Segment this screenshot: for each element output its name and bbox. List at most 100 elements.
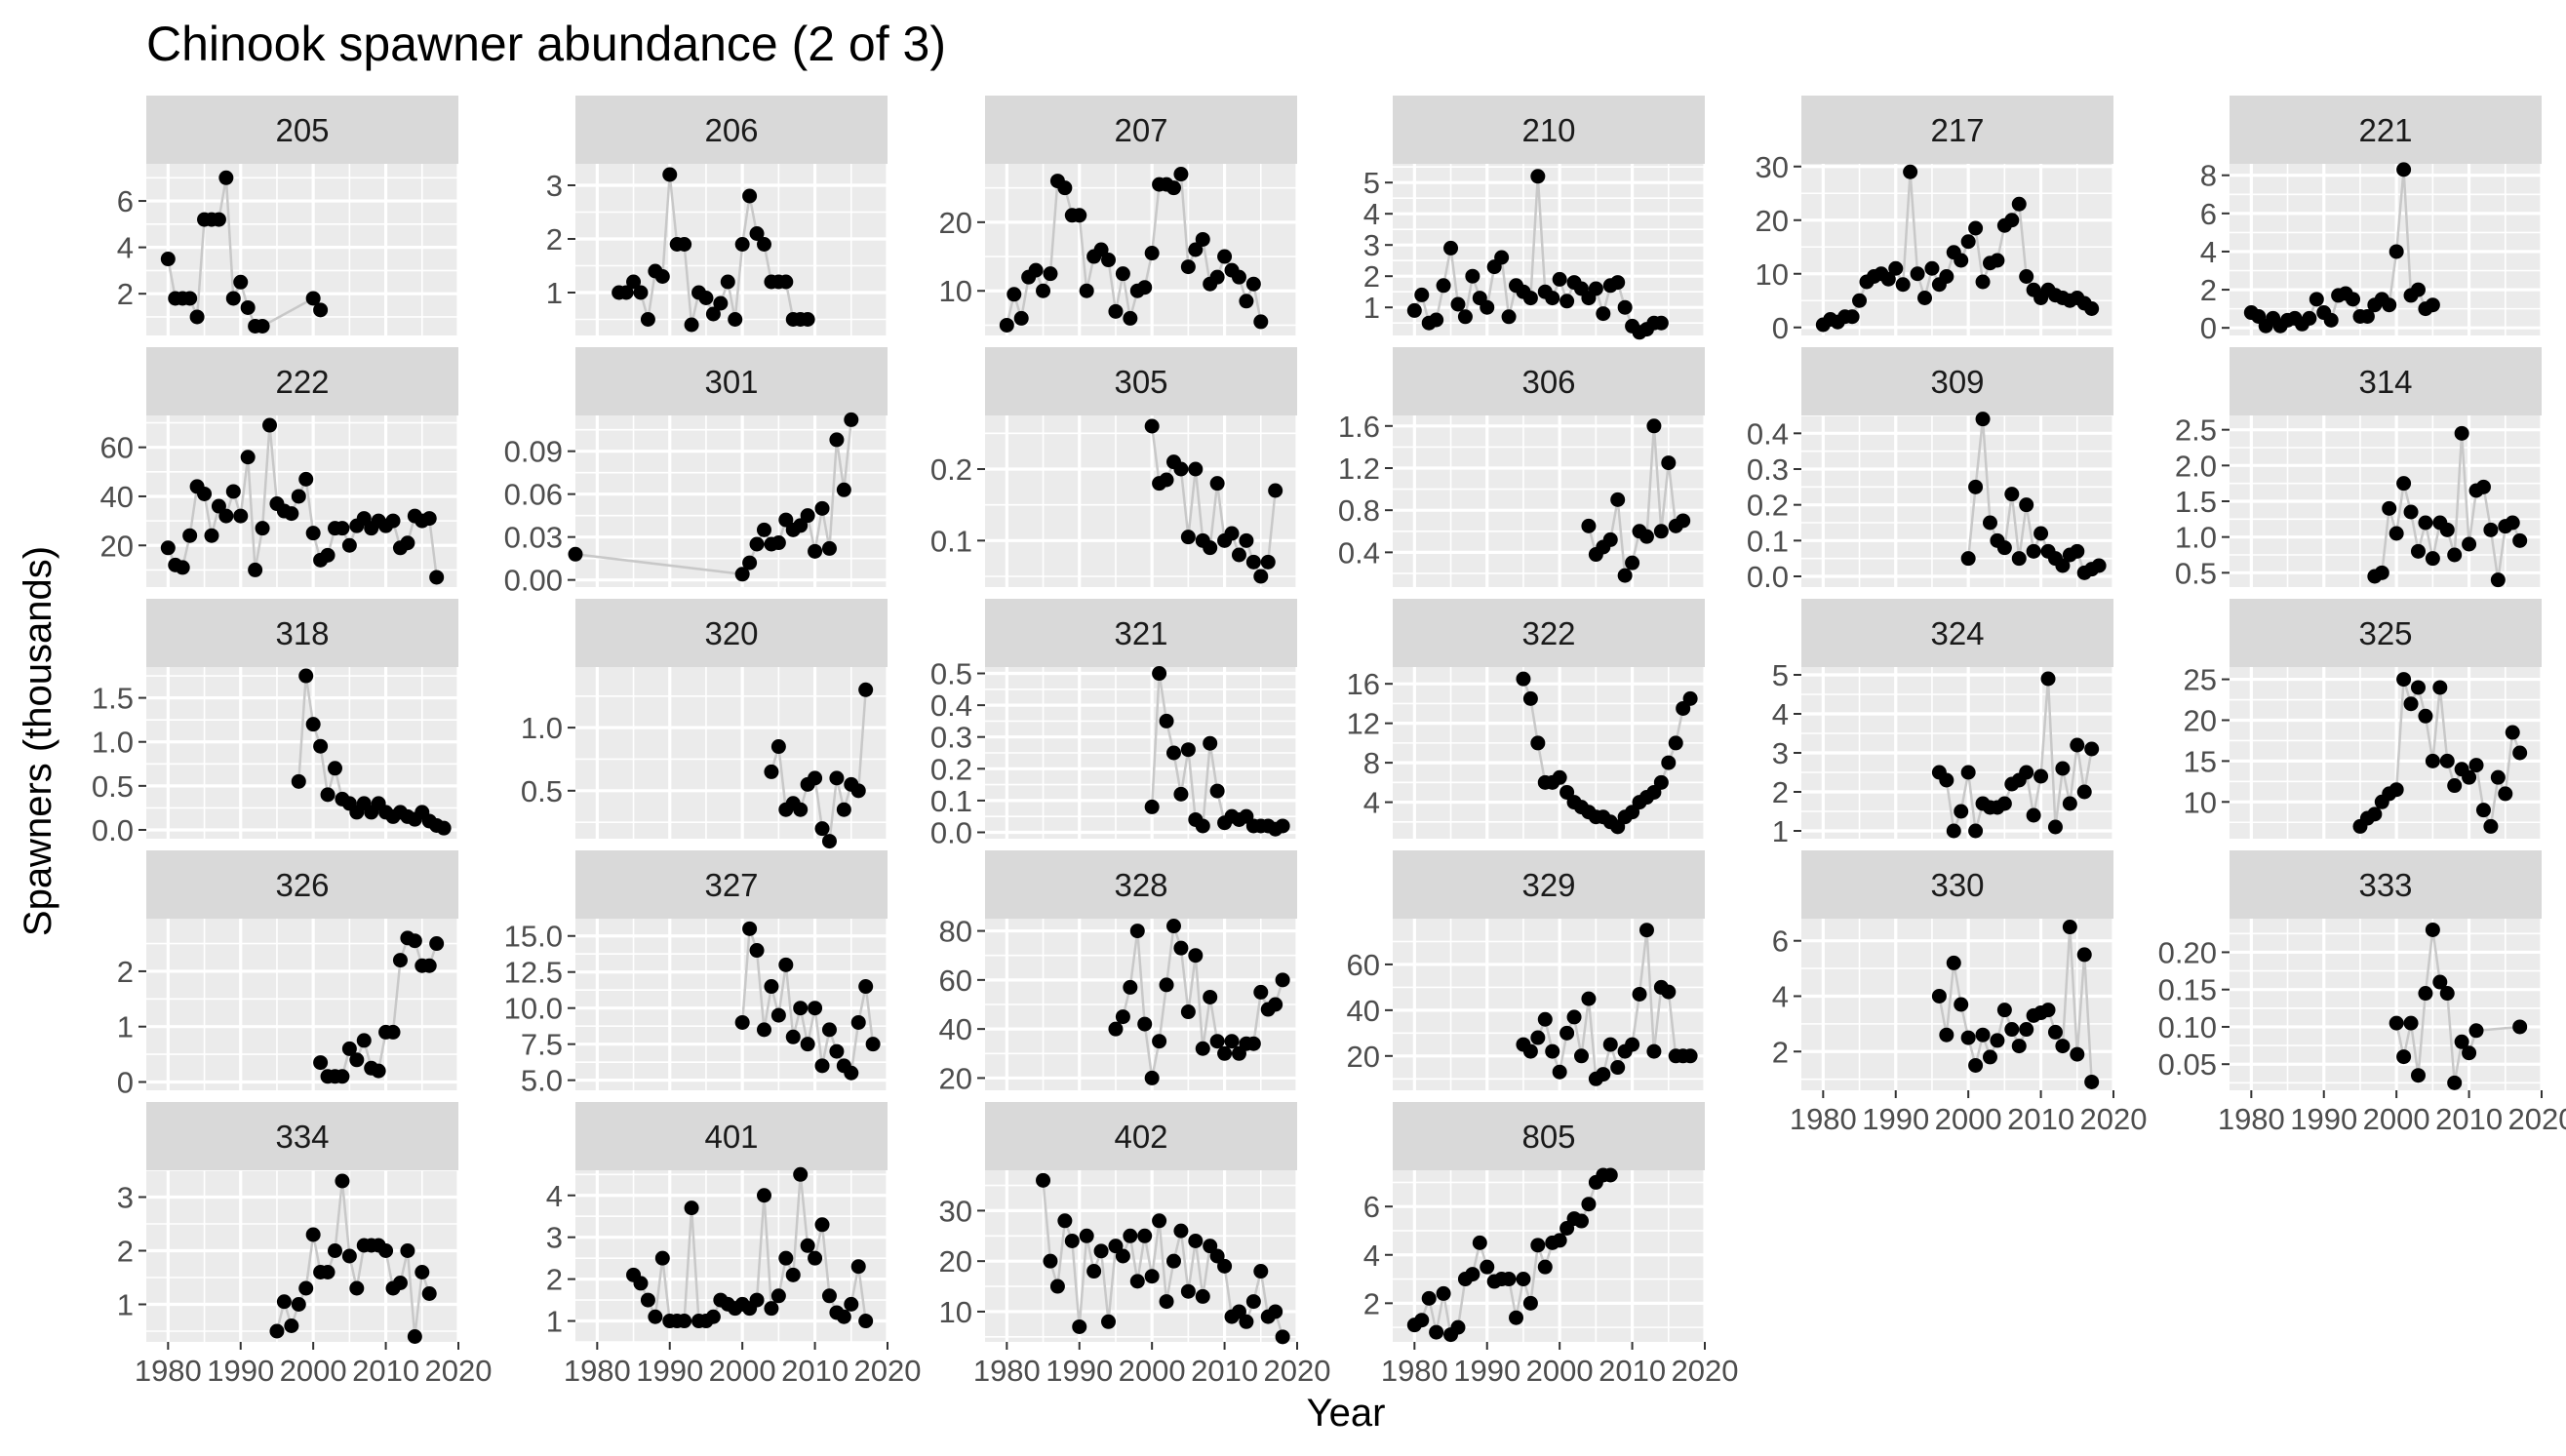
y-tick-label: 1 bbox=[1363, 291, 1380, 325]
data-point bbox=[1480, 299, 1495, 315]
data-point bbox=[1443, 240, 1459, 256]
facet-panel-320: 320 0.5 1.0 bbox=[521, 599, 888, 849]
data-point bbox=[1165, 745, 1181, 761]
y-tick-label: 0 bbox=[1772, 311, 1789, 345]
data-point bbox=[850, 1014, 866, 1030]
data-point bbox=[844, 1296, 859, 1312]
data-point bbox=[850, 1259, 866, 1275]
data-point bbox=[1960, 234, 1976, 250]
y-tick-label: 10 bbox=[939, 274, 972, 308]
y-tick-label: 16 bbox=[1347, 667, 1380, 701]
data-point bbox=[1661, 455, 1677, 471]
data-point bbox=[1668, 735, 1683, 751]
y-tick-label: 2 bbox=[2200, 273, 2217, 307]
data-point bbox=[255, 318, 270, 334]
strip-background bbox=[575, 347, 888, 415]
data-point bbox=[1129, 924, 1145, 939]
data-point bbox=[1457, 309, 1473, 325]
data-point bbox=[1217, 1258, 1233, 1274]
data-point bbox=[836, 482, 851, 497]
data-point bbox=[2382, 297, 2397, 313]
data-point bbox=[829, 432, 845, 448]
data-point bbox=[1209, 1248, 1225, 1264]
y-tick-label: 1.0 bbox=[521, 711, 563, 745]
data-point bbox=[1903, 164, 1918, 179]
y-tick-label: 0 bbox=[2200, 311, 2217, 345]
data-point bbox=[429, 936, 445, 952]
data-point bbox=[808, 770, 823, 786]
data-point bbox=[1203, 989, 1218, 1004]
data-point bbox=[836, 802, 851, 817]
data-point bbox=[793, 802, 809, 817]
strip-background bbox=[1801, 96, 2113, 164]
y-tick-label: 0.0 bbox=[92, 813, 134, 847]
data-point bbox=[2004, 1022, 2020, 1038]
y-tick-label: 6 bbox=[1772, 925, 1789, 959]
data-point bbox=[1954, 997, 1969, 1012]
y-tick-label: 0.15 bbox=[2158, 973, 2217, 1007]
data-point bbox=[1203, 540, 1218, 556]
data-point bbox=[1559, 1025, 1575, 1041]
data-point bbox=[2019, 1022, 2034, 1038]
data-point bbox=[2062, 796, 2077, 811]
data-point bbox=[1115, 1009, 1130, 1025]
y-tick-label: 1.6 bbox=[1338, 410, 1380, 444]
data-point bbox=[793, 1001, 809, 1016]
data-point bbox=[778, 957, 794, 972]
data-point bbox=[407, 1329, 422, 1344]
data-point bbox=[1043, 1253, 1058, 1269]
x-tick-label: 2000 bbox=[1119, 1354, 1186, 1388]
data-point bbox=[436, 820, 452, 836]
data-point bbox=[1209, 1034, 1225, 1049]
data-point bbox=[1203, 735, 1218, 751]
panel-grid bbox=[985, 415, 1297, 587]
y-tick-label: 1.5 bbox=[92, 682, 134, 716]
data-point bbox=[2040, 1003, 2056, 1018]
data-point bbox=[1173, 940, 1189, 956]
y-tick-label: 20 bbox=[2184, 703, 2217, 737]
data-point bbox=[1960, 551, 1976, 567]
data-point bbox=[2439, 986, 2455, 1002]
y-tick-label: 1.0 bbox=[92, 726, 134, 760]
data-point bbox=[2425, 297, 2440, 313]
strip-label: 309 bbox=[1930, 364, 1984, 400]
panel-grid bbox=[2230, 667, 2542, 839]
data-point bbox=[400, 1243, 415, 1258]
data-point bbox=[2346, 292, 2361, 307]
data-point bbox=[2323, 312, 2339, 328]
data-point bbox=[2410, 543, 2426, 559]
data-point bbox=[698, 291, 714, 305]
data-point bbox=[1209, 476, 1225, 492]
data-point bbox=[1406, 302, 1422, 318]
y-tick-label: 15.0 bbox=[504, 920, 563, 954]
strip-label: 324 bbox=[1930, 615, 1984, 651]
data-point bbox=[1954, 253, 1969, 268]
strip-label: 217 bbox=[1930, 112, 1984, 148]
data-point bbox=[1566, 1009, 1582, 1025]
data-point bbox=[218, 508, 234, 524]
data-point bbox=[1086, 1264, 1102, 1279]
data-point bbox=[2425, 922, 2440, 937]
data-point bbox=[1910, 266, 1925, 282]
panel-background bbox=[2230, 919, 2542, 1090]
y-tick-label: 3 bbox=[546, 1221, 563, 1255]
data-point bbox=[2475, 803, 2491, 818]
data-point bbox=[2070, 1046, 2085, 1062]
x-tick-label: 2000 bbox=[709, 1354, 776, 1388]
data-point bbox=[1245, 1036, 1261, 1051]
panel-grid bbox=[2230, 164, 2542, 335]
y-tick-label: 2 bbox=[1772, 1035, 1789, 1069]
x-tick-label: 2020 bbox=[2080, 1102, 2148, 1136]
panel-grid bbox=[575, 1170, 888, 1342]
data-point bbox=[1275, 972, 1290, 988]
data-point bbox=[1596, 306, 1611, 322]
strip-background bbox=[2230, 96, 2542, 164]
facet-panel-330: 330 2 4 6 1980 1990 2000 2010 2020 bbox=[1772, 850, 2148, 1136]
data-point bbox=[2418, 986, 2433, 1002]
y-tick-label: 3 bbox=[1363, 228, 1380, 262]
data-point bbox=[2062, 920, 2077, 935]
data-point bbox=[1429, 1324, 1444, 1340]
data-point bbox=[1195, 231, 1210, 247]
strip-label: 318 bbox=[275, 615, 329, 651]
